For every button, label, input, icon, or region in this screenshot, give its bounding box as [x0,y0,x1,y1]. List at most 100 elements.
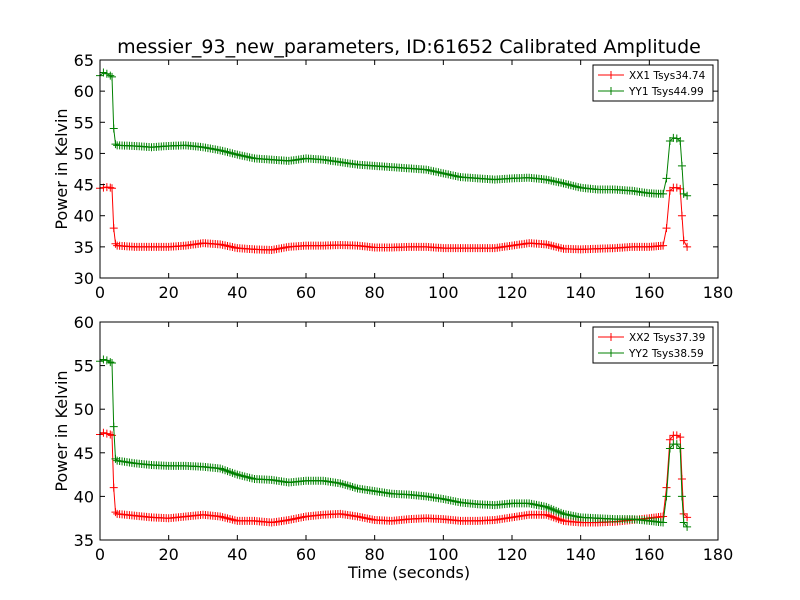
x-tick-label: 60 [296,283,316,302]
y-tick-label: 40 [74,487,94,506]
data-point-marker [111,140,120,149]
x-tick-label: 140 [565,283,596,302]
data-point-marker [672,440,681,449]
data-point-marker [679,518,688,527]
x-tick-label: 0 [95,545,105,564]
series-markers-1 [96,68,692,200]
data-point-marker [106,71,115,80]
x-tick-label: 20 [158,283,178,302]
data-point-marker [677,161,686,170]
legend-box [592,326,714,364]
data-point-marker [665,444,674,453]
y-tick-label: 30 [74,269,94,288]
data-point-marker [659,241,668,250]
data-point-marker [677,211,686,220]
x-axis-label: Time (seconds) [347,563,470,582]
data-point-marker [99,428,108,437]
data-point-marker [111,508,120,517]
data-point-marker [677,492,686,501]
data-point-marker [662,492,671,501]
data-point-marker [676,444,685,453]
data-point-marker [111,454,120,463]
data-point-marker [676,433,685,442]
y-tick-label: 60 [74,82,94,101]
bottom-panel: 0 20 40 60 80 100 120 140 160 180 35 40 45 50 55 60 Powe… [52,313,733,564]
x-tick-label: 20 [158,545,178,564]
data-point-marker [662,224,671,233]
data-point-marker [672,431,681,440]
legend-label: XX2 Tsys37.39 [629,332,705,344]
data-point-marker [677,474,686,483]
y-axis-label: Power in Kelvin [52,108,71,229]
x-tick-label: 180 [703,545,734,564]
legend-marker [607,349,615,357]
y-tick-label: 45 [74,444,94,463]
data-point-marker [676,136,685,145]
legend-marker [607,333,615,341]
data-point-marker [102,356,111,365]
data-point-marker [106,183,115,192]
data-point-marker [109,422,118,431]
axes-frame [99,59,719,279]
chart-title: messier_93_new_parameters, ID:61652 Cali… [117,36,701,58]
x-tick-label: 40 [227,283,247,302]
data-point-marker [679,236,688,245]
data-point-marker [679,189,688,198]
axes-frame [99,321,719,541]
legend-label: XX1 Tsys34.74 [629,70,706,82]
x-tick-label: 80 [364,545,384,564]
x-tick-label: 120 [497,545,528,564]
x-tick-label: 180 [703,283,734,302]
y-tick-label: 50 [74,400,94,419]
y-tick-label: 50 [74,144,94,163]
data-point-marker [683,191,692,200]
data-point-marker [665,435,674,444]
data-point-marker [669,133,678,142]
legend-marker [607,87,615,95]
top-panel: 0 20 40 60 80 100 120 140 160 180 30 35 40 45 50 55 60 65… [52,51,733,302]
y-tick-label: 55 [74,113,94,132]
legend-label: YY1 Tsys44.99 [628,86,704,98]
x-tick-label: 80 [364,283,384,302]
x-tick-label: 160 [634,283,665,302]
data-point-marker [102,183,111,192]
data-point-marker [672,183,681,192]
x-tick-label: 100 [428,545,459,564]
data-point-marker [111,239,120,248]
data-point-marker [683,513,692,522]
y-tick-label: 35 [74,531,94,550]
x-tick-label: 40 [227,545,247,564]
data-point-marker [109,124,118,133]
data-point-marker [683,522,692,531]
data-point-marker [109,224,118,233]
data-point-marker [102,429,111,438]
x-tick-label: 120 [497,283,528,302]
data-point-marker [99,68,108,77]
legend: XX1 Tsys34.74 YY1 Tsys44.99 [592,64,714,102]
data-point-marker [683,242,692,251]
y-tick-label: 65 [74,51,94,70]
data-point-marker [108,184,117,193]
data-point-marker [99,355,108,364]
data-point-marker [659,518,668,527]
legend: XX2 Tsys37.39 YY2 Tsys38.59 [592,326,714,364]
x-tick-label: 100 [428,283,459,302]
data-point-marker [659,189,668,198]
data-point-marker [108,72,117,81]
x-tick-label: 60 [296,545,316,564]
y-tick-label: 40 [74,207,94,226]
data-point-marker [106,358,115,367]
legend-box [592,64,714,102]
legend-marker [607,71,615,79]
x-tick-label: 140 [565,545,596,564]
series-markers-1 [96,355,692,531]
data-point-marker [662,174,671,183]
y-tick-label: 55 [74,357,94,376]
x-tick-label: 0 [95,283,105,302]
data-point-marker [102,69,111,78]
y-axis-label: Power in Kelvin [52,370,71,491]
data-point-marker [108,358,117,367]
legend-label: YY2 Tsys38.59 [628,348,704,360]
y-tick-label: 45 [74,176,94,195]
